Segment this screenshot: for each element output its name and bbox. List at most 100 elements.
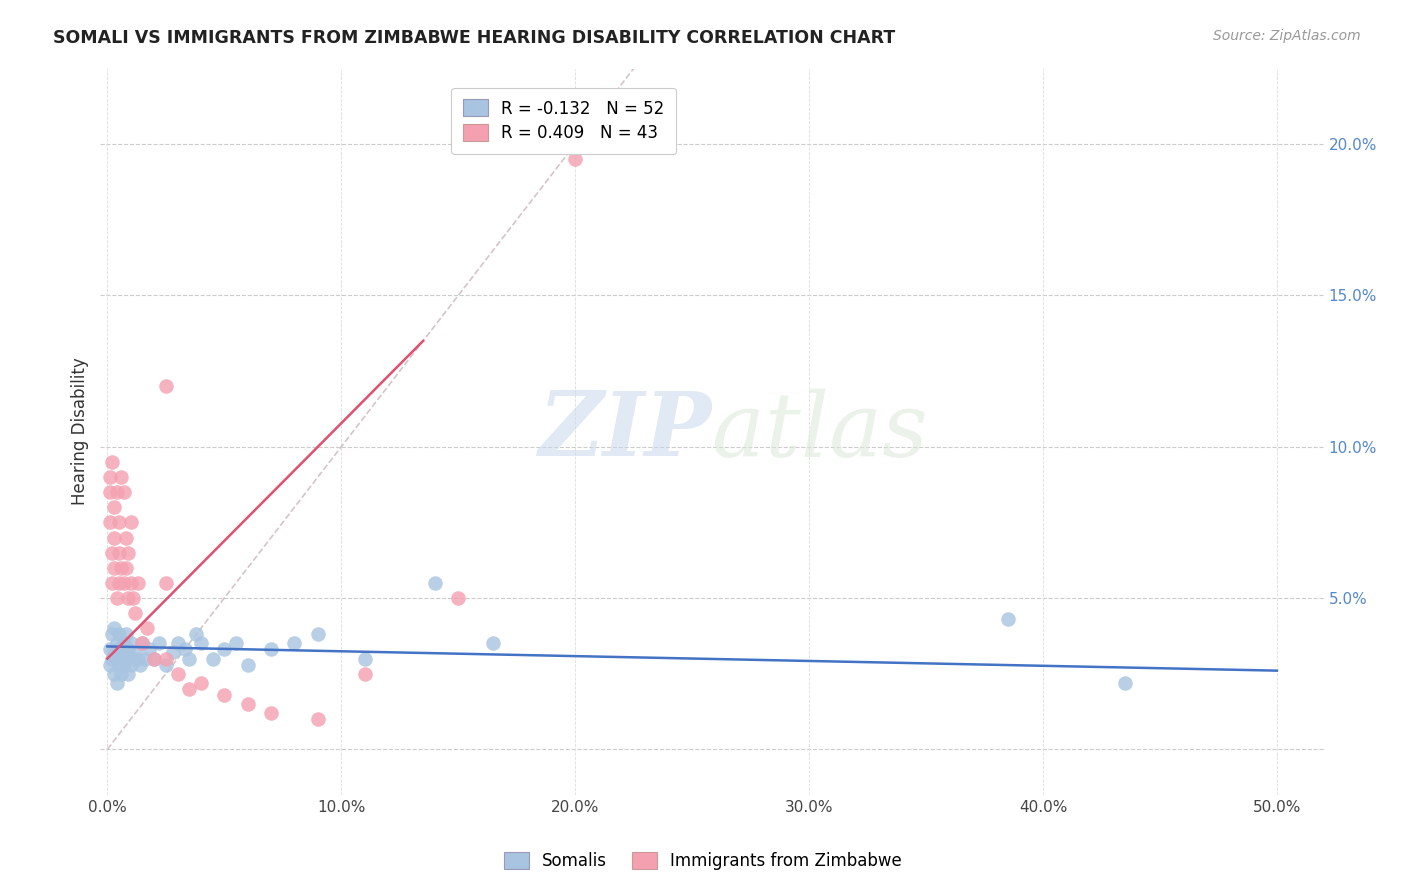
Point (120, 657, 142, 672)
Point (103, 621, 125, 635)
Point (110, 651, 132, 665)
Point (122, 651, 145, 665)
Point (112, 657, 135, 672)
Point (120, 575, 142, 590)
Point (225, 636, 247, 650)
Point (120, 516, 142, 530)
Point (353, 651, 375, 665)
Point (138, 642, 160, 657)
Point (997, 612, 1019, 626)
Point (117, 666, 139, 681)
Point (124, 645, 146, 659)
Point (115, 627, 138, 641)
Point (201, 651, 224, 665)
Point (120, 636, 142, 650)
Point (108, 642, 131, 657)
Point (103, 561, 125, 575)
Point (105, 485, 128, 500)
Point (447, 591, 470, 605)
Point (1114, 675, 1136, 690)
Point (110, 666, 132, 681)
Point (179, 681, 201, 696)
Point (143, 651, 166, 665)
Point (117, 546, 139, 560)
Point (155, 657, 177, 672)
Point (105, 591, 128, 605)
Text: Source: ZipAtlas.com: Source: ZipAtlas.com (1213, 29, 1361, 43)
Point (101, 455, 124, 469)
Point (115, 651, 138, 665)
Point (124, 606, 146, 620)
Point (353, 666, 375, 681)
Point (236, 657, 259, 672)
Text: atlas: atlas (711, 388, 928, 475)
Point (166, 636, 188, 650)
Point (112, 485, 135, 500)
Point (98, 485, 121, 500)
Point (103, 645, 125, 659)
Point (148, 636, 170, 650)
Point (105, 651, 128, 665)
Point (236, 697, 259, 711)
Point (101, 651, 124, 665)
Point (117, 642, 139, 657)
Point (103, 500, 125, 515)
Point (307, 627, 329, 641)
Point (155, 575, 177, 590)
Point (105, 636, 128, 650)
Point (101, 546, 124, 560)
Point (105, 675, 128, 690)
Point (482, 636, 505, 650)
Text: ZIP: ZIP (538, 388, 711, 475)
Point (307, 712, 329, 726)
Point (108, 516, 131, 530)
Point (108, 575, 131, 590)
Point (98, 642, 121, 657)
Point (127, 575, 149, 590)
Point (108, 546, 131, 560)
Point (112, 636, 135, 650)
Point (173, 642, 195, 657)
Point (162, 645, 184, 659)
Point (423, 575, 446, 590)
Point (108, 627, 131, 641)
Point (131, 636, 153, 650)
Text: SOMALI VS IMMIGRANTS FROM ZIMBABWE HEARING DISABILITY CORRELATION CHART: SOMALI VS IMMIGRANTS FROM ZIMBABWE HEARI… (53, 29, 896, 46)
Point (214, 688, 236, 702)
Point (115, 561, 138, 575)
Point (155, 651, 177, 665)
Point (186, 627, 208, 641)
Point (98, 516, 121, 530)
Legend: R = -0.132   N = 52, R = 0.409   N = 43: R = -0.132 N = 52, R = 0.409 N = 43 (451, 87, 676, 154)
Point (260, 706, 283, 720)
Point (155, 379, 177, 393)
Legend: Somalis, Immigrants from Zimbabwe: Somalis, Immigrants from Zimbabwe (498, 845, 908, 877)
Point (98, 657, 121, 672)
Y-axis label: Hearing Disability: Hearing Disability (72, 358, 89, 506)
Point (122, 591, 145, 605)
Point (98, 470, 121, 484)
Point (283, 636, 305, 650)
Point (103, 666, 125, 681)
Point (129, 657, 152, 672)
Point (214, 642, 236, 657)
Point (101, 575, 124, 590)
Point (190, 636, 212, 650)
Point (117, 591, 139, 605)
Point (112, 575, 135, 590)
Point (115, 531, 138, 545)
Point (101, 627, 124, 641)
Point (564, 153, 586, 167)
Point (166, 666, 188, 681)
Point (131, 636, 153, 650)
Point (190, 675, 212, 690)
Point (112, 645, 135, 659)
Point (110, 470, 132, 484)
Point (103, 531, 125, 545)
Point (179, 651, 201, 665)
Point (134, 651, 156, 665)
Point (260, 642, 283, 657)
Point (110, 561, 132, 575)
Point (108, 657, 131, 672)
Point (136, 621, 159, 635)
